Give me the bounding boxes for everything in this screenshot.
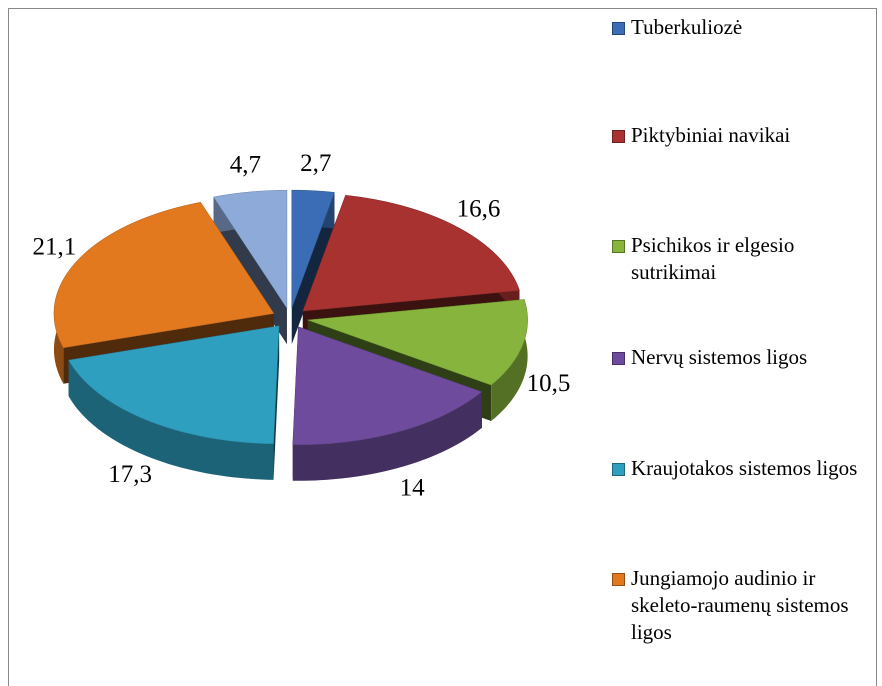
legend-label: Piktybiniai navikai [631, 123, 791, 147]
data-label: 17,3 [108, 461, 152, 488]
slice-wall [291, 192, 335, 345]
slice [213, 189, 288, 310]
slice [302, 195, 520, 312]
legend-label: Tuberkuliozė [631, 15, 743, 39]
data-label: 16,6 [457, 195, 501, 222]
legend-swatch [612, 22, 625, 35]
slice [307, 299, 528, 386]
legend-label: Kraujotakos sistemos ligos [631, 456, 858, 480]
legend-item: Kraujotakos sistemos ligos [612, 455, 874, 482]
legend-swatch [612, 240, 625, 253]
legend-swatch [612, 463, 625, 476]
legend-item: Piktybiniai navikai [612, 122, 874, 149]
slice-side [292, 391, 482, 481]
legend-swatch [612, 352, 625, 365]
chart-border [8, 8, 877, 686]
slice [291, 189, 335, 309]
data-label: 21,1 [33, 234, 77, 261]
legend-item: Tuberkuliozė [612, 14, 874, 41]
data-label: 4,7 [230, 152, 261, 179]
data-label: 14 [400, 475, 426, 502]
legend-label: Psichikos ir elgesio sutrikimai [631, 233, 795, 284]
legend-label: Jungiamojo audinio ir skeleto-raumenų si… [631, 566, 849, 644]
data-label: 2,7 [300, 150, 331, 177]
slice-side [68, 360, 274, 480]
slice-wall [273, 325, 280, 480]
legend-swatch [612, 130, 625, 143]
slice [68, 325, 280, 445]
legend-item: Jungiamojo audinio ir skeleto-raumenų si… [612, 565, 874, 646]
slice-side [491, 299, 528, 422]
pie: 2,7 16,6 10,5 14 17,3 21,1 4,7 [33, 150, 571, 502]
legend-label: Nervų sistemos ligos [631, 345, 808, 369]
slice [292, 326, 483, 446]
legend-swatch [612, 573, 625, 586]
legend-item: Psichikos ir elgesio sutrikimai [612, 232, 874, 286]
legend-item: Nervų sistemos ligos [612, 344, 874, 371]
slice [53, 202, 275, 349]
data-label: 10,5 [527, 370, 571, 397]
